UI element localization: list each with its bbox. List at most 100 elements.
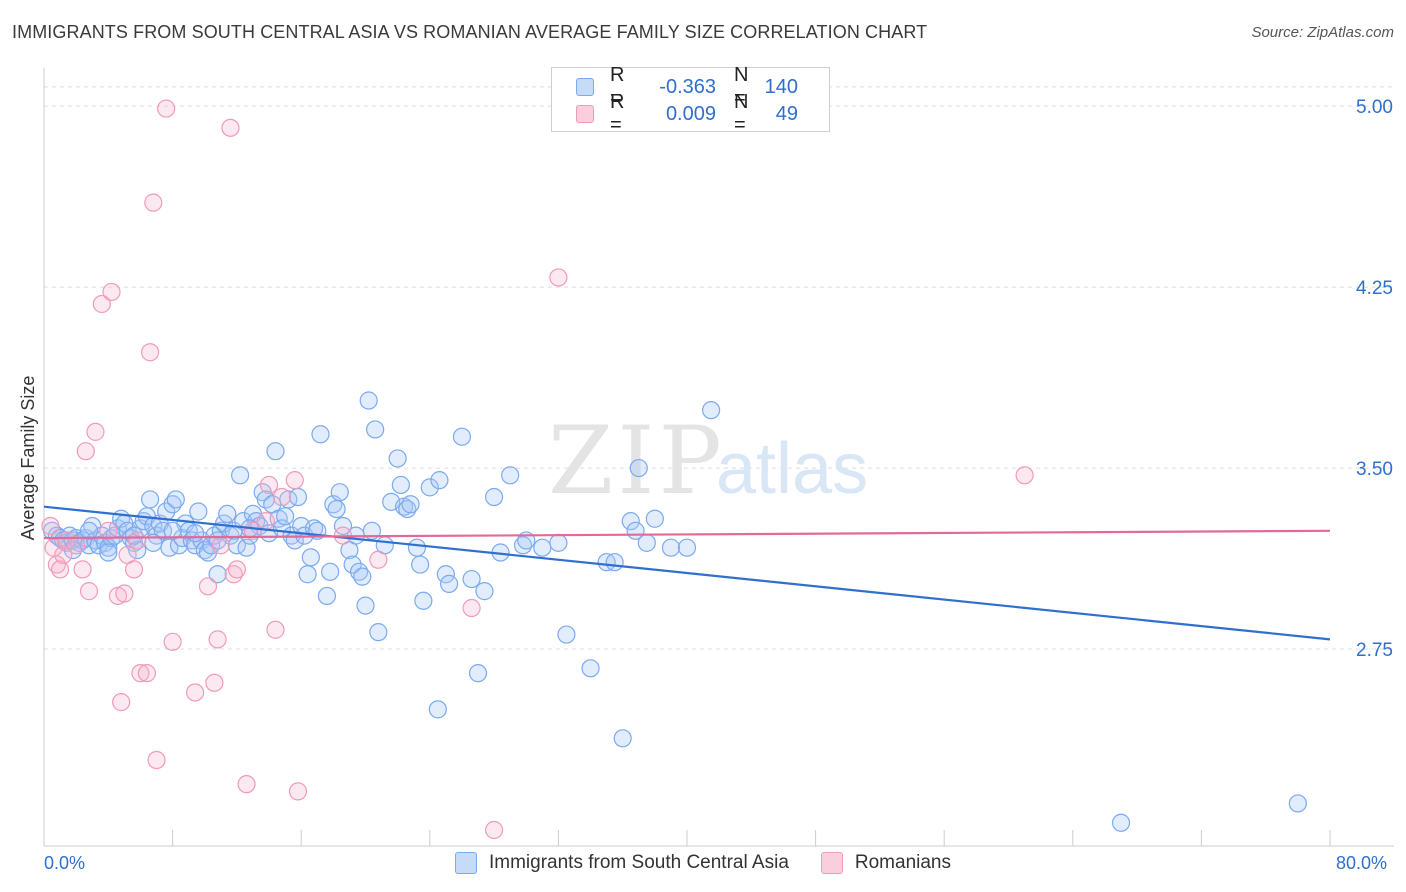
y-tick-labels: 2.75 3.50 4.25 5.00 <box>1356 97 1393 661</box>
point-immigrants <box>436 565 455 584</box>
point-immigrants <box>388 449 407 468</box>
point-romanians <box>137 664 156 683</box>
point-immigrants <box>645 509 664 528</box>
point-immigrants <box>362 521 382 540</box>
point-immigrants <box>430 471 449 490</box>
point-romanians <box>272 487 292 507</box>
series-legend: Immigrants from South Central Asia Roman… <box>0 852 1406 874</box>
point-immigrants <box>428 700 447 719</box>
point-romanians <box>128 531 147 550</box>
legend-r-value: 0.009 <box>665 102 716 125</box>
point-immigrants <box>1288 794 1307 813</box>
legend-n-label: N = <box>734 91 749 136</box>
y-tick-label: 5.00 <box>1356 97 1393 118</box>
point-immigrants <box>414 591 433 610</box>
point-immigrants <box>63 541 83 560</box>
y-tick-label: 2.75 <box>1356 640 1393 661</box>
correlation-legend: R = -0.363 N = 140 R = 0.009 N = 49 <box>551 64 830 136</box>
point-romanians <box>112 693 131 712</box>
point-immigrants <box>356 596 375 615</box>
point-romanians <box>288 782 308 801</box>
point-romanians <box>237 775 256 794</box>
chart-source: Source: ZipAtlas.com <box>1251 24 1394 41</box>
y-tick-label: 4.25 <box>1356 278 1393 299</box>
point-romanians <box>67 536 86 555</box>
trend-line-romanians <box>43 529 1331 540</box>
y-tick-label: 3.50 <box>1356 459 1393 480</box>
point-immigrants <box>189 502 208 521</box>
watermark-zip: ZIP <box>548 407 726 516</box>
point-romanians <box>256 512 275 531</box>
point-immigrants <box>186 524 205 543</box>
axes <box>43 68 1394 847</box>
point-immigrants <box>369 623 388 642</box>
point-romanians <box>259 475 279 495</box>
legend-n-value: 140 <box>764 75 798 98</box>
point-romanians <box>266 620 285 639</box>
point-immigrants <box>391 475 410 495</box>
point-immigrants <box>163 495 182 514</box>
point-immigrants <box>475 582 494 601</box>
point-immigrants <box>677 538 697 557</box>
point-immigrants <box>333 516 353 536</box>
point-immigrants <box>128 541 147 560</box>
legend-swatch-romanians <box>576 105 594 123</box>
legend-swatch-romanians <box>820 852 843 874</box>
x-min-label: 0.0% <box>44 853 86 873</box>
trend-line-immigrants <box>43 505 1331 641</box>
point-romanians <box>227 560 246 579</box>
point-immigrants <box>353 567 372 586</box>
point-immigrants <box>327 499 346 519</box>
point-immigrants <box>288 487 308 507</box>
point-immigrants <box>452 427 472 446</box>
point-immigrants <box>549 533 568 552</box>
point-immigrants <box>321 562 340 581</box>
legend-item-romanians: Romanians <box>820 852 951 874</box>
legend-n-label: N = <box>734 64 749 109</box>
point-immigrants <box>359 391 378 410</box>
point-immigrants <box>208 565 227 584</box>
trend-lines <box>43 505 1331 641</box>
point-romanians <box>76 442 95 461</box>
watermark-atlas: atlas <box>716 429 868 509</box>
point-romanians <box>131 664 150 683</box>
point-immigrants <box>237 538 256 557</box>
point-romanians <box>198 577 218 596</box>
point-romanians <box>211 536 230 555</box>
point-immigrants <box>349 562 369 581</box>
point-romanians <box>147 750 166 770</box>
point-immigrants <box>124 526 144 545</box>
point-romanians <box>124 560 144 579</box>
point-immigrants <box>276 507 295 526</box>
series-immigrants-points <box>42 391 1307 832</box>
point-romanians <box>79 582 99 601</box>
point-immigrants <box>401 495 420 514</box>
point-romanians <box>92 294 111 314</box>
point-immigrants <box>501 466 520 485</box>
point-romanians <box>54 545 73 565</box>
point-immigrants <box>621 512 640 531</box>
legend-row-immigrants: R = -0.363 N = 140 <box>576 64 798 109</box>
point-immigrants <box>439 574 459 593</box>
point-romanians <box>285 471 304 490</box>
point-romanians <box>369 550 388 569</box>
point-romanians <box>163 632 182 651</box>
point-immigrants <box>266 442 285 461</box>
legend-label-romanians: Romanians <box>854 852 951 873</box>
point-immigrants <box>166 490 185 509</box>
point-immigrants <box>661 538 681 557</box>
point-immigrants <box>218 504 237 524</box>
legend-r-value: -0.363 <box>659 75 716 98</box>
series-romanians-points <box>41 99 1034 840</box>
point-immigrants <box>702 401 721 420</box>
point-romanians <box>99 521 118 540</box>
point-romanians <box>485 820 504 840</box>
point-romanians <box>208 630 227 649</box>
point-immigrants <box>629 458 648 478</box>
x-max-label: 80.0% <box>1336 853 1388 873</box>
chart-title: IMMIGRANTS FROM SOUTH CENTRAL ASIA VS RO… <box>12 22 928 42</box>
point-immigrants <box>513 536 533 555</box>
point-immigrants <box>398 499 417 519</box>
point-romanians <box>224 565 243 584</box>
